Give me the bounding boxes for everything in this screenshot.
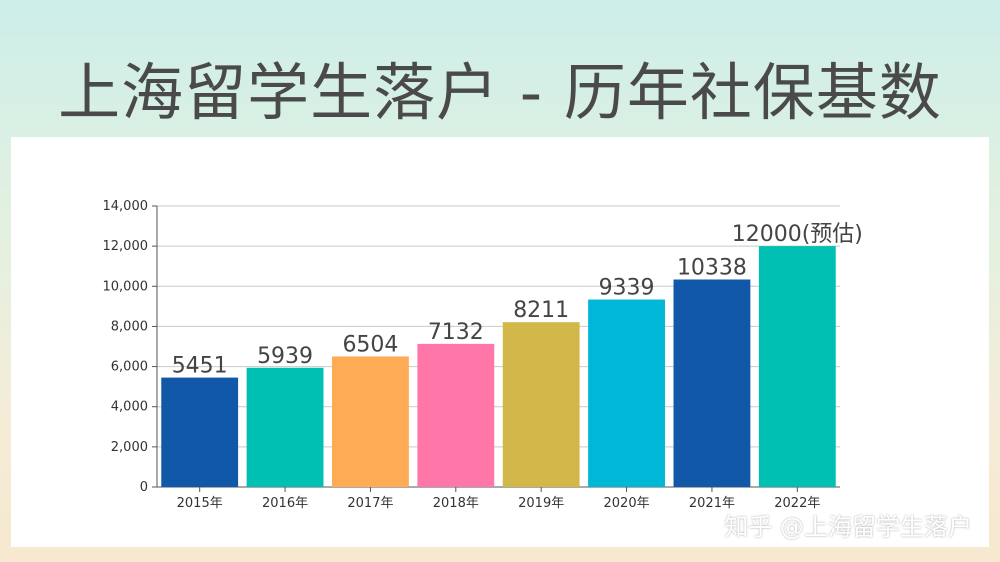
- data-label: 6504: [342, 332, 398, 357]
- data-label: 9339: [599, 276, 655, 301]
- y-tick-label: 4,000: [111, 400, 148, 415]
- y-tick-label: 6,000: [111, 360, 148, 375]
- bar: [758, 246, 836, 487]
- y-tick-label: 10,000: [103, 279, 149, 294]
- bar: [588, 299, 665, 487]
- bar: [673, 279, 751, 487]
- x-tick-label: 2017年: [347, 496, 393, 511]
- bar: [246, 367, 324, 487]
- x-tick-label: 2016年: [262, 496, 308, 511]
- y-tick-label: 12,000: [103, 239, 149, 254]
- page-title: 上海留学生落户 - 历年社保基数: [58, 56, 942, 129]
- y-tick-label: 2,000: [111, 440, 148, 455]
- y-tick-label: 8,000: [111, 319, 148, 334]
- data-label: 5451: [172, 354, 228, 379]
- x-tick-label: 2019年: [518, 496, 564, 511]
- bar: [417, 343, 495, 487]
- bar: [502, 322, 580, 487]
- bar: [161, 377, 239, 487]
- data-label: 10338: [677, 256, 747, 281]
- bar: [332, 356, 409, 487]
- data-label: 8211: [513, 298, 569, 323]
- x-tick-label: 2020年: [604, 496, 650, 511]
- watermark: 知乎 @上海留学生落户: [724, 513, 972, 541]
- data-label: 5939: [257, 344, 313, 369]
- x-tick-label: 2021年: [689, 496, 735, 511]
- data-label: 7132: [428, 320, 484, 345]
- x-tick-label: 2015年: [177, 496, 223, 511]
- y-tick-label: 0: [140, 480, 148, 495]
- x-tick-label: 2022年: [774, 496, 820, 511]
- y-tick-label: 14,000: [103, 199, 149, 214]
- data-label: 12000(预估): [732, 222, 863, 247]
- x-tick-label: 2018年: [433, 496, 479, 511]
